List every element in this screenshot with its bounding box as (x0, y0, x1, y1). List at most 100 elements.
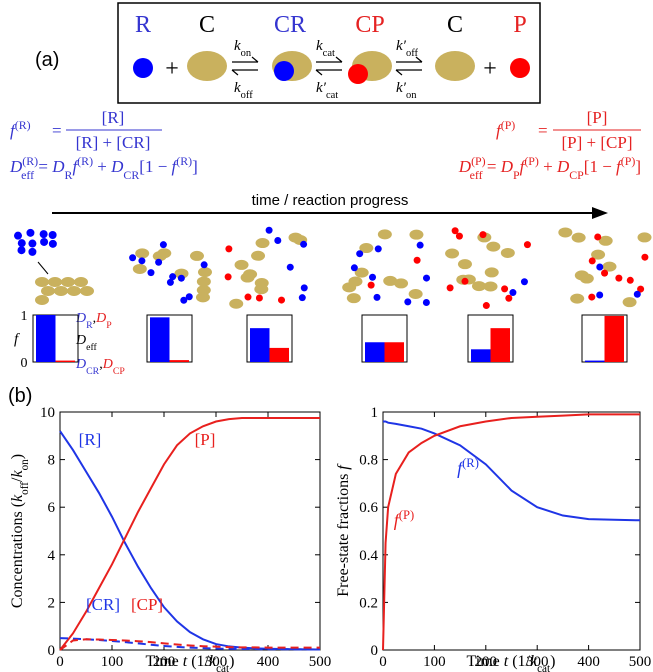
particle (368, 282, 375, 289)
particle (301, 284, 308, 291)
crowder (486, 242, 500, 252)
y-axis-label: f (14, 332, 20, 348)
crowder (133, 264, 147, 274)
crowder (251, 251, 265, 261)
progress-label: time / reaction progress (252, 192, 409, 209)
y-tick-label: 8 (48, 453, 56, 469)
label-sup: (P) (399, 508, 414, 522)
crowder (54, 286, 68, 296)
plus: + (483, 56, 497, 82)
particle (479, 231, 486, 238)
x-tick-label: 100 (423, 654, 446, 670)
crowder (289, 233, 303, 243)
particle (634, 291, 641, 298)
x-tick-label: 200 (475, 654, 498, 670)
crowder (256, 238, 270, 248)
particle (138, 257, 145, 264)
bar-label: DCR,DCP (75, 357, 125, 377)
particle (129, 254, 136, 261)
crowder (74, 277, 88, 287)
species: CR (274, 12, 306, 38)
species: R (135, 12, 151, 38)
x-tick-label: 0 (56, 654, 64, 670)
rate: kcat (316, 38, 335, 59)
crowder (638, 232, 652, 242)
y-tick-label: 0.8 (359, 453, 378, 469)
equation: D(P)eff = DPf(P) + DCP[1 − f(P)] (458, 154, 641, 182)
particle (201, 261, 208, 268)
crowder (485, 267, 499, 277)
numerator: [P] (587, 108, 608, 127)
rate: k′on (396, 80, 417, 101)
particle (521, 278, 528, 285)
label-sup: (R) (462, 456, 479, 470)
crowder (198, 267, 212, 277)
bar (471, 349, 491, 362)
crowder (35, 277, 49, 287)
particle (18, 239, 26, 247)
equations: f(R) = [R] [R] + [CR] f(P) = [P] [P] + [… (9, 108, 641, 182)
y-tick-label: 10 (40, 405, 55, 421)
x-tick-label: 400 (577, 654, 600, 670)
y-tick-label: 0 (371, 643, 379, 659)
bar (270, 348, 290, 362)
particle (26, 229, 34, 237)
particle (594, 233, 601, 240)
particle (155, 259, 162, 266)
particle (375, 245, 382, 252)
particle (274, 237, 281, 244)
crowder (61, 277, 75, 287)
crowder (501, 248, 515, 258)
crowder (348, 277, 362, 287)
particle (417, 242, 424, 249)
y-tick-label: 2 (48, 595, 56, 611)
particle (225, 245, 232, 252)
x-tick-label: 500 (629, 654, 652, 670)
particle (505, 295, 512, 302)
rate: koff (234, 80, 253, 101)
crowder (187, 51, 227, 81)
particle (374, 294, 381, 301)
particle (266, 227, 273, 234)
particle (256, 294, 263, 301)
species: CP (355, 12, 384, 38)
y-axis-label: Concentrations (koff/kon) (9, 454, 31, 608)
crowder (196, 292, 210, 302)
bar (36, 315, 56, 362)
crowder (572, 233, 586, 243)
denominator: [P] + [CP] (562, 133, 633, 152)
crowder (135, 248, 149, 258)
y-tick-label: 0.6 (359, 500, 378, 516)
particle (356, 250, 363, 257)
particle (287, 264, 294, 271)
particle (40, 238, 48, 246)
particle (615, 275, 622, 282)
particle (524, 241, 531, 248)
crowder (67, 286, 81, 296)
x-tick-label: 300 (526, 654, 549, 670)
particle (40, 230, 48, 238)
particle (274, 61, 294, 81)
y-tick-label: 0.4 (359, 548, 378, 564)
line-chart: 010020030040050000.20.40.60.81f(R)f(P) (359, 405, 651, 670)
crowder (41, 286, 55, 296)
particle (452, 227, 459, 234)
crowder (435, 51, 475, 81)
species: P (513, 12, 526, 38)
series-label: [CR] (86, 595, 120, 614)
particle (147, 269, 154, 276)
particle (641, 254, 648, 261)
plus: + (165, 56, 179, 82)
crowder (458, 259, 472, 269)
crowder (235, 260, 249, 270)
particle (225, 273, 232, 280)
particle (300, 241, 307, 248)
particle (348, 64, 368, 84)
crowder (190, 251, 204, 261)
numerator: [R] (102, 108, 125, 127)
crowder (409, 230, 423, 240)
x-tick-label: 200 (153, 654, 176, 670)
crowder (347, 293, 361, 303)
particle (28, 240, 36, 248)
y-tick-label: 0.2 (359, 595, 378, 611)
